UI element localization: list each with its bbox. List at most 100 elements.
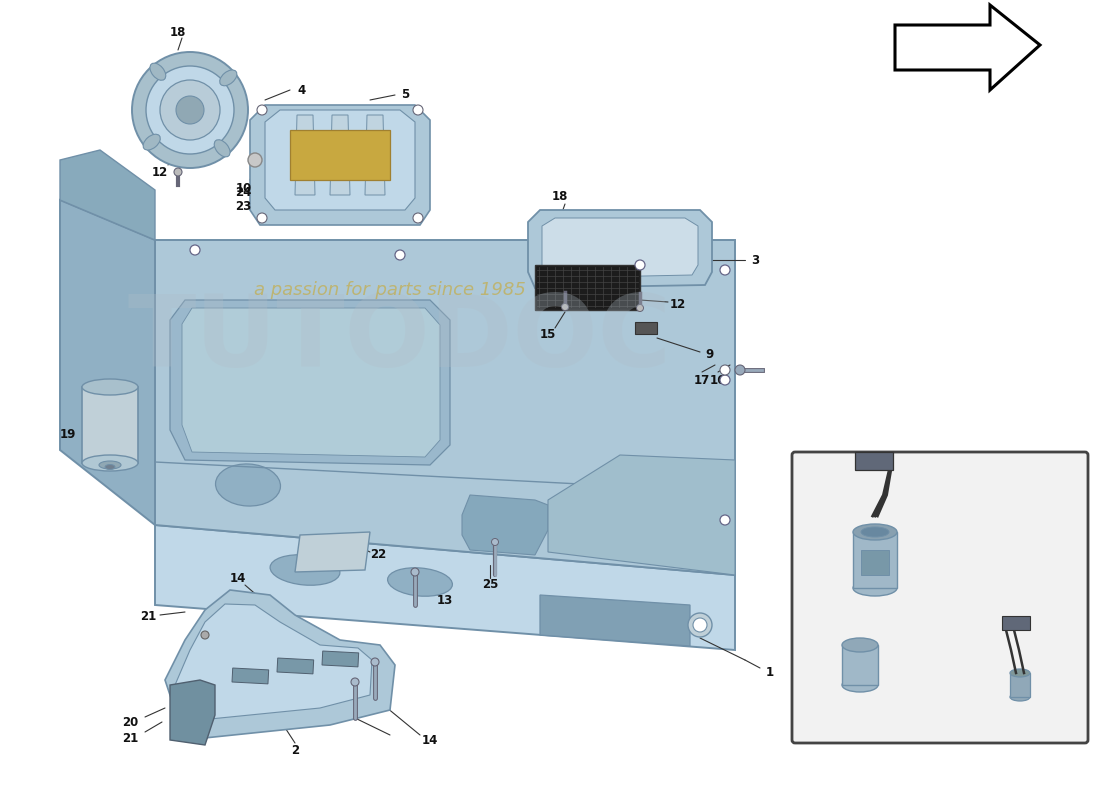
Text: 24: 24	[234, 186, 251, 199]
Bar	[861, 550, 889, 575]
Text: 17: 17	[694, 374, 711, 386]
Ellipse shape	[271, 554, 340, 586]
Ellipse shape	[852, 524, 896, 540]
Circle shape	[637, 305, 644, 311]
Bar	[635, 322, 657, 334]
Circle shape	[412, 213, 424, 223]
Text: 8: 8	[834, 711, 843, 725]
Polygon shape	[548, 455, 735, 575]
Text: 11: 11	[392, 383, 408, 397]
Text: 7: 7	[924, 646, 932, 658]
Ellipse shape	[842, 678, 878, 692]
Text: 10: 10	[235, 182, 252, 194]
Bar	[322, 651, 359, 667]
Text: 18: 18	[552, 190, 569, 202]
Text: 25: 25	[482, 578, 498, 591]
Circle shape	[132, 52, 248, 168]
Text: 16: 16	[710, 374, 726, 386]
Polygon shape	[542, 218, 698, 278]
Polygon shape	[295, 532, 370, 572]
Circle shape	[735, 365, 745, 375]
Ellipse shape	[387, 568, 452, 596]
Text: 20: 20	[122, 715, 139, 729]
Text: 1: 1	[766, 666, 774, 678]
Circle shape	[693, 618, 707, 632]
Text: 13: 13	[437, 594, 453, 606]
Circle shape	[492, 538, 498, 546]
Circle shape	[248, 153, 262, 167]
Text: 3: 3	[751, 254, 759, 266]
Circle shape	[201, 631, 209, 639]
Text: 4: 4	[298, 83, 306, 97]
Polygon shape	[540, 595, 690, 646]
Bar	[232, 668, 268, 684]
Polygon shape	[60, 150, 155, 240]
Text: 12: 12	[670, 298, 686, 310]
Text: 18: 18	[169, 26, 186, 38]
Text: 21: 21	[122, 731, 139, 745]
Text: 14: 14	[230, 571, 246, 585]
Ellipse shape	[842, 638, 878, 652]
Circle shape	[257, 213, 267, 223]
Polygon shape	[265, 110, 415, 210]
Polygon shape	[155, 240, 735, 575]
Circle shape	[146, 66, 234, 154]
Circle shape	[160, 80, 220, 140]
Text: 12: 12	[152, 166, 168, 178]
Ellipse shape	[82, 379, 138, 395]
Circle shape	[257, 105, 267, 115]
Circle shape	[720, 375, 730, 385]
Circle shape	[190, 245, 200, 255]
Circle shape	[720, 365, 730, 375]
Circle shape	[720, 515, 730, 525]
Ellipse shape	[99, 461, 121, 469]
Text: 19: 19	[59, 429, 76, 442]
Circle shape	[174, 168, 182, 176]
Text: TUTODOC: TUTODOC	[128, 291, 672, 389]
Polygon shape	[895, 5, 1040, 90]
Polygon shape	[330, 115, 350, 195]
Circle shape	[720, 265, 730, 275]
Polygon shape	[175, 604, 372, 720]
Circle shape	[176, 96, 204, 124]
Circle shape	[635, 260, 645, 270]
Text: 22: 22	[370, 549, 386, 562]
Circle shape	[395, 250, 405, 260]
Bar	[1002, 616, 1030, 630]
Polygon shape	[170, 300, 450, 465]
Bar	[842, 645, 878, 685]
Text: 23: 23	[235, 201, 251, 214]
Ellipse shape	[220, 70, 236, 86]
Polygon shape	[462, 495, 548, 555]
Text: 21: 21	[140, 610, 156, 623]
Polygon shape	[182, 308, 440, 457]
Text: 9: 9	[706, 349, 714, 362]
Polygon shape	[165, 590, 395, 740]
Ellipse shape	[104, 465, 116, 470]
Polygon shape	[60, 200, 155, 525]
Ellipse shape	[1010, 669, 1030, 677]
Circle shape	[411, 568, 419, 576]
Circle shape	[371, 658, 380, 666]
Polygon shape	[528, 210, 712, 288]
Text: 2: 2	[290, 743, 299, 757]
Ellipse shape	[150, 63, 166, 80]
Bar	[277, 658, 313, 674]
Polygon shape	[250, 105, 430, 225]
Polygon shape	[155, 525, 735, 650]
Circle shape	[688, 613, 712, 637]
Ellipse shape	[216, 464, 280, 506]
Text: 5: 5	[400, 87, 409, 101]
Polygon shape	[170, 680, 214, 745]
Bar	[852, 532, 896, 588]
Polygon shape	[365, 115, 385, 195]
Circle shape	[351, 678, 359, 686]
Circle shape	[561, 303, 569, 310]
Text: a passion for parts since 1985: a passion for parts since 1985	[254, 281, 526, 299]
Bar	[855, 452, 893, 470]
Text: 14: 14	[421, 734, 438, 746]
Text: 15: 15	[540, 329, 557, 342]
Bar	[82, 387, 138, 463]
Ellipse shape	[214, 140, 230, 157]
Ellipse shape	[82, 455, 138, 471]
